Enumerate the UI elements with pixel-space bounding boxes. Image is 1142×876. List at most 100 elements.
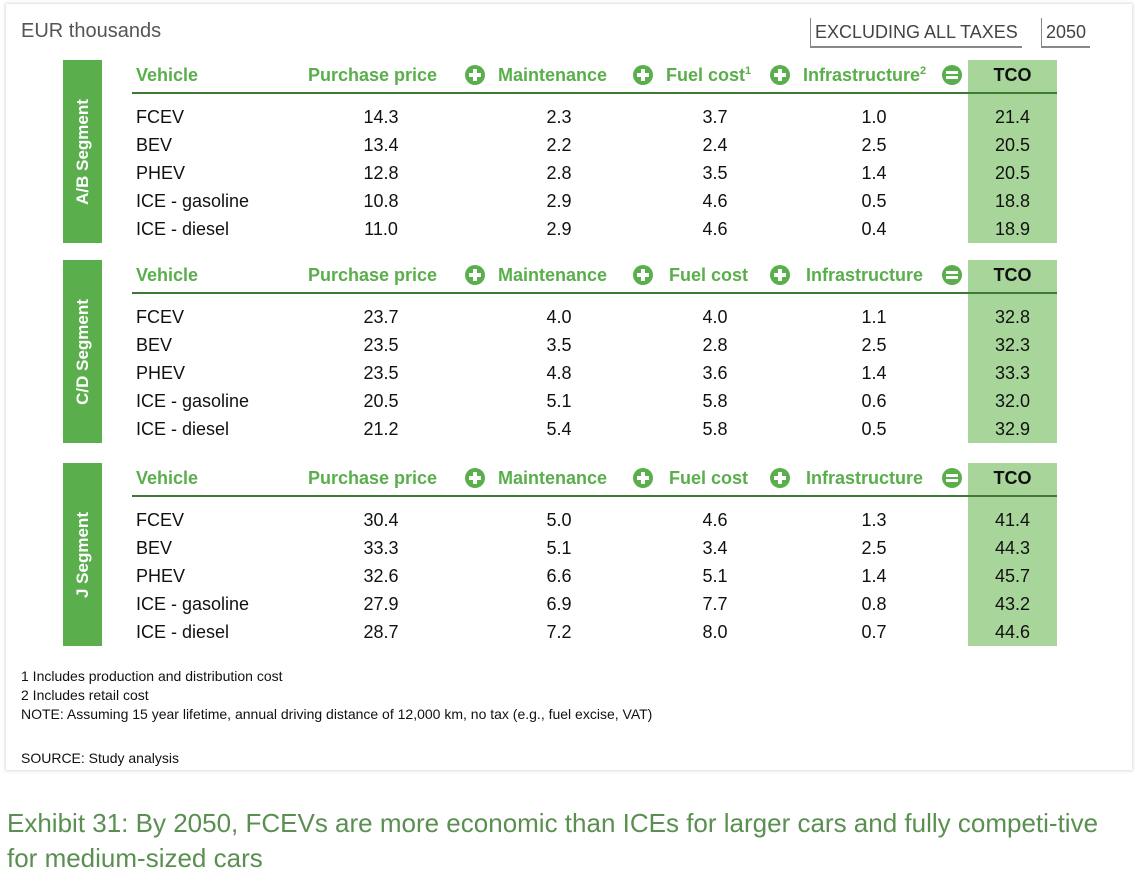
tco-column-highlight [968,60,1057,243]
purchase-price-value: 21.2 [363,419,399,439]
table-row: BEV 13.4 2.2 2.4 2.5 20.5 [132,131,1057,159]
vehicle-name: FCEV [136,107,185,127]
segment-3-label: J Segment [63,463,102,646]
tco-value: 32.0 [994,391,1031,411]
segment-1-header: Vehicle Purchase price Maintenance Fuel cos… [132,60,1057,94]
tco-column-highlight [968,260,1057,443]
column-header-tco: TCO [993,468,1032,488]
tco-value: 20.5 [994,135,1031,155]
column-header-purchase-price: Purchase price [308,468,438,488]
tco-column-highlight [968,463,1057,646]
maintenance-value: 7.2 [546,622,572,642]
purchase-price-value: 14.3 [363,107,399,127]
purchase-price-value: 27.9 [363,594,399,614]
tco-value: 44.6 [994,622,1031,642]
column-header-fuel-cost: Fuel cost [669,260,748,290]
column-header-maintenance: Maintenance [498,265,608,285]
table-row: ICE - diesel 21.2 5.4 5.8 0.5 32.9 [132,415,1057,443]
units-label: EUR thousands [21,20,162,42]
infrastructure-text: Infrastructure [806,468,924,488]
column-header-fuel-cost: Fuel cost1 [666,60,751,90]
source-note: SOURCE: Study analysis [21,750,179,766]
segment-3-header: Vehicle Purchase price Maintenance Fuel cos… [132,463,1057,497]
table-row: ICE - gasoline 27.9 6.9 7.7 0.8 43.2 [132,590,1057,618]
vehicle-name: BEV [136,335,173,355]
fuel-cost-value: 7.7 [702,594,728,614]
infrastructure-value: 1.4 [861,363,887,383]
infrastructure-value: 0.8 [861,594,887,614]
infrastructure-value: 1.4 [861,566,887,586]
column-header-infrastructure: Infrastructure2 [803,60,926,90]
vehicle-name: PHEV [136,566,186,586]
maintenance-value: 6.6 [546,566,572,586]
purchase-price-value: 32.6 [363,566,399,586]
vehicle-name: ICE - diesel [136,419,230,439]
table-row: ICE - diesel 28.7 7.2 8.0 0.7 44.6 [132,618,1057,646]
column-header-maintenance: Maintenance [498,65,608,85]
vehicle-name: FCEV [136,307,185,327]
maintenance-value: 4.0 [546,307,572,327]
infrastructure-text: Infrastructure [806,265,924,285]
infrastructure-text: Infrastructure [803,65,921,85]
fuel-cost-value: 2.8 [702,335,728,355]
vehicle-name: ICE - diesel [136,622,230,642]
maintenance-value: 5.1 [546,391,572,411]
plus-icon [633,265,653,285]
maintenance-value: 2.8 [546,163,572,183]
purchase-price-value: 28.7 [363,622,399,642]
tco-value: 33.3 [994,363,1031,383]
exhibit-caption: Exhibit 31: By 2050, FCEVs are more econ… [7,808,1099,873]
vehicle-name: FCEV [136,510,185,530]
maintenance-value: 2.9 [546,191,572,211]
infrastructure-value: 0.6 [861,391,887,411]
tco-value: 32.9 [994,419,1031,439]
minus-icon [942,265,962,285]
fuel-cost-value: 3.5 [702,163,728,183]
segment-2-label: C/D Segment [63,260,102,443]
table-row: PHEV 12.8 2.8 3.5 1.4 20.5 [132,159,1057,187]
column-header-vehicle: Vehicle [136,65,199,85]
purchase-price-value: 30.4 [363,510,399,530]
table-row: BEV 23.5 3.5 2.8 2.5 32.3 [132,331,1057,359]
plus-icon [465,265,485,285]
fuel-cost-text: Fuel cost [669,265,749,285]
vehicle-name: ICE - diesel [136,219,230,239]
fuel-cost-value: 5.8 [702,419,728,439]
infrastructure-value: 1.0 [861,107,887,127]
plus-icon [465,468,485,488]
maintenance-value: 5.0 [546,510,572,530]
footnote-1: 1 Includes production and distribution c… [21,668,283,684]
plus-icon [770,265,790,285]
segment-name: C/D Segment [72,298,92,405]
segment-2-header: Vehicle Purchase price Maintenance Fuel cos… [132,260,1057,294]
minus-icon [942,468,962,488]
fuel-cost-value: 3.7 [702,107,728,127]
segment-name: J Segment [72,511,92,598]
footnote-marker-1: 1 [745,65,752,77]
maintenance-value: 3.5 [546,335,572,355]
column-header-purchase-price: Purchase price [308,65,438,85]
fuel-cost-value: 5.1 [702,566,728,586]
table-row: ICE - diesel 11.0 2.9 4.6 0.4 18.9 [132,215,1057,243]
purchase-price-value: 12.8 [363,163,399,183]
infrastructure-value: 0.4 [861,219,887,239]
maintenance-value: 6.9 [546,594,572,614]
infrastructure-value: 0.5 [861,419,887,439]
column-header-tco: TCO [993,65,1032,85]
maintenance-value: 5.1 [546,538,572,558]
exhibit-panel: EUR thousands EXCLUDING ALL TAXES 2050 A… [6,4,1132,770]
footnote-marker-2: 2 [920,65,927,77]
maintenance-value: 2.3 [546,107,572,127]
segment-1-label: A/B Segment [63,60,102,243]
vehicle-name: PHEV [136,163,186,183]
infrastructure-value: 0.7 [861,622,887,642]
column-header-vehicle: Vehicle [136,265,199,285]
fuel-cost-value: 4.0 [702,307,728,327]
column-header-purchase-price: Purchase price [308,265,438,285]
infrastructure-value: 2.5 [861,538,887,558]
minus-icon [942,65,962,85]
fuel-cost-value: 3.4 [702,538,728,558]
purchase-price-value: 11.0 [364,219,398,239]
maintenance-value: 2.9 [546,219,572,239]
tco-value: 43.2 [994,594,1031,614]
